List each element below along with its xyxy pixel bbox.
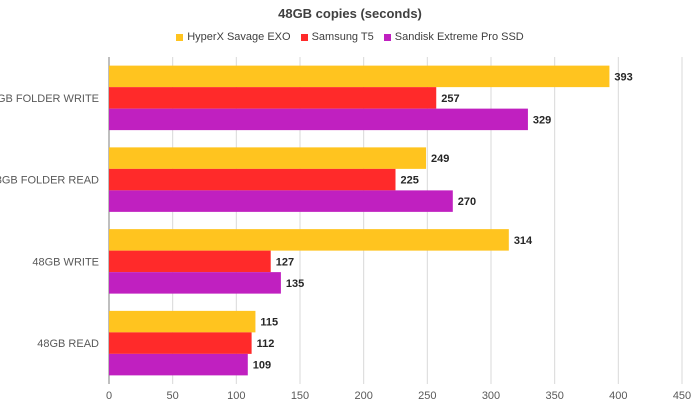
legend-swatch-samsung (300, 33, 308, 41)
bar (109, 310, 256, 333)
bar (109, 168, 396, 191)
x-tick-label: 100 (227, 390, 245, 402)
x-tick-label: 450 (673, 390, 691, 402)
chart-title: 48GB copies (seconds) (278, 6, 422, 21)
data-label: 393 (614, 71, 632, 83)
bar (109, 229, 509, 251)
legend-label-samsung: Samsung T5 (311, 31, 374, 43)
data-label: 225 (401, 175, 419, 187)
x-tick-label: 400 (609, 390, 627, 402)
x-tick-label: 250 (418, 390, 436, 402)
data-label: 109 (253, 360, 271, 372)
bar (109, 65, 610, 88)
legend-swatch-hyperx (176, 33, 184, 41)
x-tick-label: 200 (354, 390, 372, 402)
y-tick-label: 48GB READ (37, 338, 99, 350)
bar (109, 190, 453, 212)
data-label: 112 (257, 338, 275, 350)
y-tick-label: 48GB WRITE (32, 256, 99, 268)
legend-label-hyperx: HyperX Savage EXO (187, 31, 291, 43)
x-tick-label: 50 (167, 390, 179, 402)
x-tick-label: 300 (482, 390, 500, 402)
x-tick-label: 350 (545, 390, 563, 402)
data-label: 127 (276, 256, 294, 268)
x-tick-label: 150 (291, 390, 309, 402)
legend-item-hyperx: HyperX Savage EXO (176, 31, 291, 43)
bar (109, 332, 252, 354)
data-label: 115 (260, 317, 278, 329)
legend-item-samsung: Samsung T5 (300, 31, 374, 43)
y-tick-label: 48GB FOLDER READ (0, 175, 99, 187)
bar (109, 353, 248, 376)
x-tick-label: 0 (106, 390, 112, 402)
bar (109, 147, 427, 169)
legend: HyperX Savage EXO Samsung T5 Sandisk Ext… (0, 31, 700, 43)
data-label: 270 (458, 196, 476, 208)
data-label: 314 (514, 235, 533, 247)
y-tick-label: 48GB FOLDER WRITE (0, 93, 99, 105)
data-label: 249 (431, 153, 449, 165)
bar (109, 87, 437, 109)
bar (109, 108, 528, 131)
bar (109, 250, 271, 273)
legend-item-sandisk: Sandisk Extreme Pro SSD (383, 31, 524, 43)
legend-swatch-sandisk (383, 33, 391, 41)
data-label: 329 (533, 114, 551, 126)
data-label: 257 (441, 93, 459, 105)
bar (109, 272, 281, 294)
data-label: 135 (286, 278, 304, 290)
legend-label-sandisk: Sandisk Extreme Pro SSD (394, 31, 524, 43)
